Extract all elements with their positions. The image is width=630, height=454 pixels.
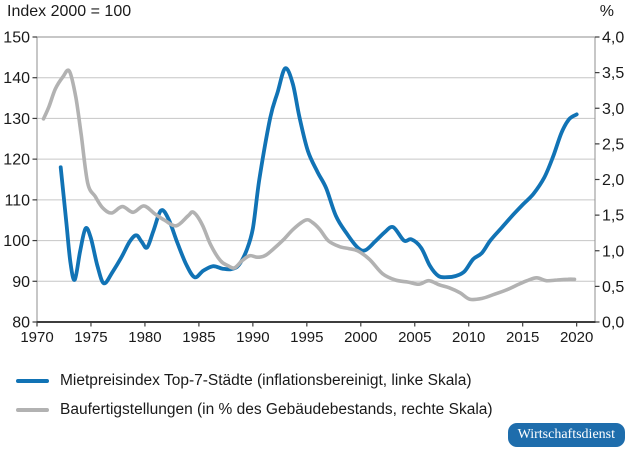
left-axis-tick-label: 120 [3, 152, 30, 169]
x-axis-tick-label: 2005 [398, 329, 431, 346]
right-axis-tick-label: 2,5 [602, 136, 624, 153]
x-axis-tick-label: 2015 [506, 329, 539, 346]
right-axis-tick-label: 0,0 [602, 315, 624, 332]
x-axis-tick-label: 2010 [452, 329, 485, 346]
left-axis-tick-label: 110 [4, 192, 30, 209]
x-axis-tick-label: 2000 [344, 329, 377, 346]
left-axis-tick-label: 150 [3, 30, 30, 47]
legend-line-gray-icon [16, 408, 49, 412]
left-axis-tick-label: 100 [3, 233, 30, 250]
right-axis-title: % [599, 3, 614, 20]
left-axis-tick-label: 90 [12, 274, 30, 291]
legend-line-blue-icon [16, 379, 49, 383]
right-axis-tick-label: 1,0 [602, 243, 624, 260]
right-axis-tick-label: 1,5 [602, 208, 624, 225]
series-line-baufertigstellungen [41, 68, 577, 302]
wirtschaftsdienst-badge: Wirtschaftsdienst [507, 423, 625, 447]
series-line-mietpreisindex [58, 66, 579, 286]
left-axis-tick-label: 140 [3, 70, 30, 87]
right-axis-tick-label: 3,5 [602, 65, 624, 82]
right-axis-tick-label: 2,0 [602, 172, 624, 189]
x-axis-tick-label: 1995 [290, 329, 323, 346]
right-axis-tick-label: 0,5 [602, 279, 624, 296]
plot-border [36, 36, 596, 323]
x-axis-tick-label: 1990 [236, 329, 269, 346]
left-axis-title: Index 2000 = 100 [7, 3, 132, 20]
legend: Mietpreisindex Top-7-Städte (inflationsb… [16, 371, 493, 429]
x-axis-tick-label: 1975 [74, 329, 107, 346]
left-axis-tick-label: 80 [12, 315, 30, 332]
left-axis-tick-label: 130 [3, 111, 30, 128]
x-axis-tick-label: 1980 [128, 329, 161, 346]
x-axis-tick-label: 2020 [560, 329, 593, 346]
x-axis-tick-label: 1970 [20, 329, 53, 346]
legend-item-mietpreisindex: Mietpreisindex Top-7-Städte (inflationsb… [16, 371, 493, 391]
legend-label-mietpreisindex: Mietpreisindex Top-7-Städte (inflationsb… [60, 372, 472, 389]
x-axis-tick-label: 1985 [182, 329, 215, 346]
legend-item-baufertigstellungen: Baufertigstellungen (in % des Gebäudebes… [16, 400, 493, 420]
right-axis-tick-label: 3,0 [602, 101, 624, 118]
right-axis-tick-label: 4,0 [602, 30, 624, 47]
legend-label-baufertigstellungen: Baufertigstellungen (in % des Gebäudebes… [60, 401, 493, 418]
